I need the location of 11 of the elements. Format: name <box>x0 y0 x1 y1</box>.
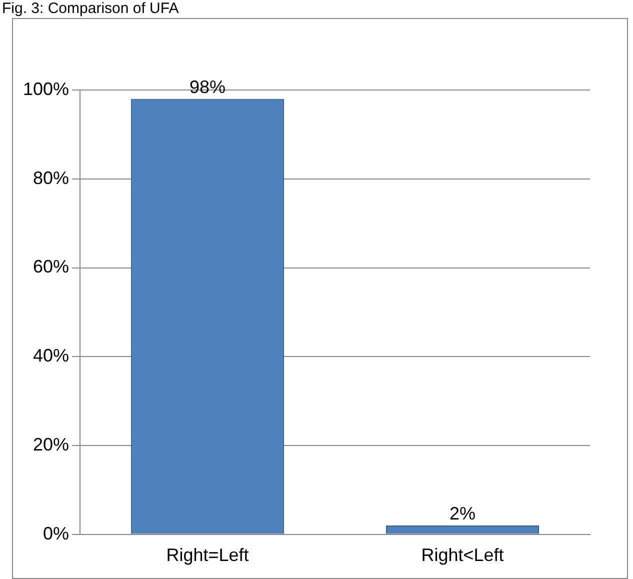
y-tick-label: 100% <box>22 78 70 99</box>
y-tick-label: 20% <box>33 434 70 454</box>
x-tick-label: Right=Left <box>166 545 249 566</box>
y-tick-label: 0% <box>43 523 70 544</box>
y-tick-label: 60% <box>33 256 70 277</box>
data-label: 98% <box>190 76 226 97</box>
chart-title: Fig. 3: Comparison of UFA <box>2 0 179 17</box>
y-tick-label: 40% <box>33 346 70 366</box>
y-tick-label: 80% <box>33 168 70 188</box>
data-label: 2% <box>450 503 476 524</box>
x-tick-label: Right<Left <box>421 545 504 566</box>
